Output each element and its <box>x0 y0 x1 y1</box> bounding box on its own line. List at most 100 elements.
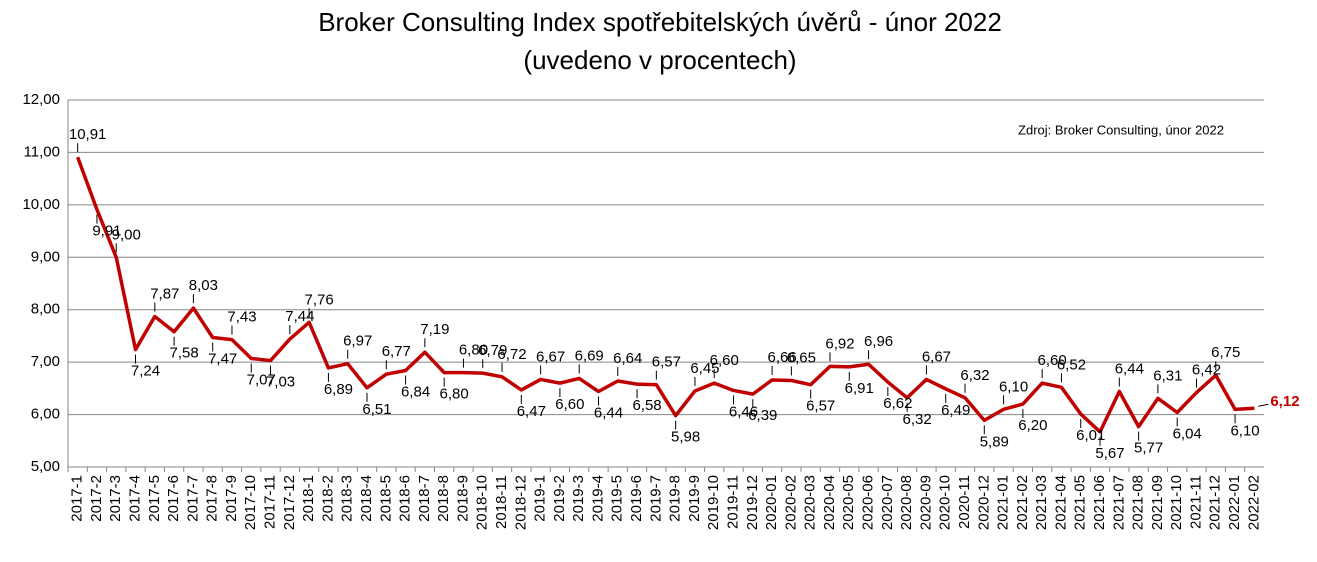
value-label: 5,98 <box>671 429 700 446</box>
x-tick-label: 2017-3 <box>107 475 124 522</box>
x-tick-label: 2017-11 <box>262 475 279 529</box>
value-label: 6,12 <box>1270 393 1299 410</box>
x-tick-label: 2019-11 <box>724 475 741 529</box>
value-label: 6,57 <box>652 354 681 371</box>
x-tick-label: 2021-10 <box>1168 475 1185 530</box>
value-label: 7,24 <box>131 363 160 380</box>
x-tick-label: 2021-03 <box>1033 475 1050 530</box>
x-tick-label: 2021-05 <box>1072 475 1089 530</box>
value-label: 10,91 <box>69 126 107 143</box>
value-label: 6,96 <box>864 333 893 350</box>
x-tick-label: 2020-10 <box>937 475 954 530</box>
x-tick-label: 2018-2 <box>319 475 336 522</box>
value-label: 6,65 <box>787 349 816 366</box>
value-label: 8,03 <box>189 277 218 294</box>
value-label: 6,60 <box>1038 352 1067 369</box>
x-tick-label: 2020-09 <box>917 475 934 530</box>
value-label: 6,01 <box>1076 427 1105 444</box>
value-label: 7,47 <box>208 350 237 367</box>
x-tick-label: 2021-08 <box>1130 475 1147 530</box>
value-label: 6,44 <box>594 404 623 421</box>
value-label: 6,80 <box>459 342 488 359</box>
x-tick-label: 2017-4 <box>126 475 143 522</box>
x-tick-label: 2019-2 <box>551 475 568 522</box>
x-tick-label: 2020-05 <box>840 475 857 530</box>
value-label: 6,91 <box>845 380 874 397</box>
value-label: 6,42 <box>1192 362 1221 379</box>
value-label: 6,80 <box>440 386 469 403</box>
x-tick-label: 2020-08 <box>898 475 915 530</box>
x-tick-label: 2021-07 <box>1110 475 1127 530</box>
value-label: 5,67 <box>1095 445 1124 462</box>
value-label: 6,66 <box>767 349 796 366</box>
value-label: 6,67 <box>536 348 565 365</box>
value-label: 6,75 <box>1211 344 1240 361</box>
y-tick-label: 9,00 <box>31 248 60 265</box>
leader-line <box>1258 403 1269 407</box>
value-label: 6,84 <box>401 384 430 401</box>
value-label: 6,72 <box>497 346 526 363</box>
value-label: 6,57 <box>806 398 835 415</box>
x-tick-label: 2018-12 <box>512 475 529 530</box>
x-tick-label: 2019-12 <box>744 475 761 530</box>
value-label: 5,89 <box>980 433 1009 450</box>
x-tick-label: 2020-07 <box>879 475 896 530</box>
value-label: 6,52 <box>1057 356 1086 373</box>
x-tick-label: 2018-4 <box>358 475 375 522</box>
x-tick-label: 2019-9 <box>686 475 703 522</box>
x-tick-label: 2017-8 <box>204 475 221 522</box>
x-tick-label: 2019-3 <box>570 475 587 522</box>
value-label: 6,58 <box>632 397 661 414</box>
source-note: Zdroj: Broker Consulting, únor 2022 <box>1018 122 1224 137</box>
x-tick-label: 2017-1 <box>69 475 86 522</box>
x-tick-label: 2018-1 <box>300 475 317 522</box>
value-label: 6,89 <box>324 381 353 398</box>
x-tick-label: 2019-10 <box>705 475 722 530</box>
value-label: 7,76 <box>305 291 334 308</box>
value-label: 6,47 <box>517 403 546 420</box>
value-label: 6,77 <box>382 343 411 360</box>
x-tick-label: 2019-1 <box>532 475 549 522</box>
x-tick-label: 2018-3 <box>339 475 356 522</box>
x-tick-label: 2019-8 <box>667 475 684 522</box>
x-tick-label: 2017-7 <box>184 475 201 522</box>
x-tick-label: 2018-8 <box>435 475 452 522</box>
y-tick-label: 11,00 <box>24 143 60 160</box>
value-label: 7,19 <box>420 321 449 338</box>
chart-subtitle: (uvedeno v procentech) <box>523 45 796 75</box>
x-tick-label: 2022-01 <box>1226 475 1243 530</box>
value-label: 6,49 <box>941 402 970 419</box>
x-tick-label: 2019-6 <box>628 475 645 522</box>
value-label: 6,10 <box>1230 422 1259 439</box>
x-tick-label: 2021-01 <box>995 475 1012 530</box>
x-tick-label: 2022-02 <box>1245 475 1262 530</box>
y-tick-label: 12,00 <box>22 91 60 108</box>
value-label: 9,00 <box>112 226 141 243</box>
x-tick-label: 2018-11 <box>493 475 510 529</box>
value-label: 6,44 <box>1115 360 1144 377</box>
y-tick-label: 10,00 <box>22 196 60 213</box>
value-label: 9,91 <box>92 223 121 240</box>
x-tick-label: 2017-2 <box>88 475 105 522</box>
value-label: 6,79 <box>478 342 507 359</box>
value-label: 6,32 <box>903 411 932 428</box>
x-tick-label: 2020-12 <box>975 475 992 530</box>
x-tick-label: 2018-9 <box>454 475 471 522</box>
chart-title: Broker Consulting Index spotřebitelských… <box>318 7 1002 37</box>
x-tick-label: 2018-6 <box>397 475 414 522</box>
x-tick-label: 2018-5 <box>377 475 394 522</box>
value-label: 6,45 <box>690 360 719 377</box>
value-label: 7,44 <box>285 308 314 325</box>
x-tick-label: 2019-4 <box>589 475 606 522</box>
x-tick-label: 2017-6 <box>165 475 182 522</box>
value-label: 6,60 <box>710 352 739 369</box>
x-tick-label: 2020-01 <box>763 475 780 530</box>
x-tick-label: 2020-03 <box>802 475 819 530</box>
value-label: 6,32 <box>960 367 989 384</box>
x-tick-label: 2017-5 <box>146 475 163 522</box>
value-label: 6,62 <box>883 395 912 412</box>
value-label: 6,39 <box>748 407 777 424</box>
y-tick-label: 8,00 <box>31 301 60 318</box>
value-label: 6,92 <box>825 335 854 352</box>
